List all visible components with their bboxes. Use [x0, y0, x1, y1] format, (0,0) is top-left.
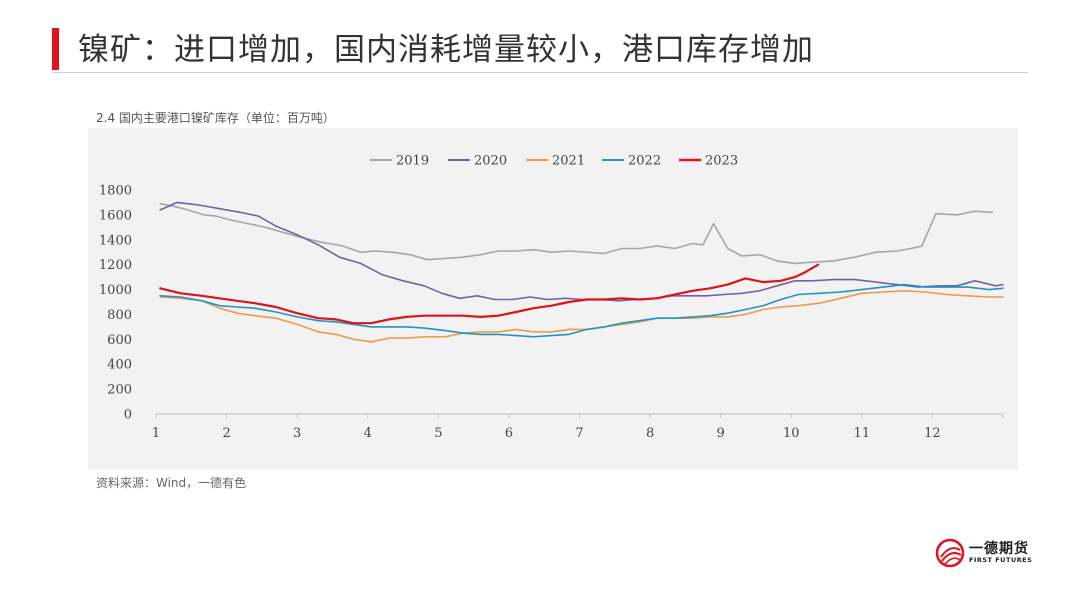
x-tick-label: 12 — [924, 426, 941, 441]
title-accent-bar — [52, 28, 59, 70]
x-tick-label: 4 — [364, 426, 372, 441]
y-tick-label: 600 — [107, 333, 132, 348]
slide-title: 镍矿：进口增加，国内消耗增量较小，港口库存增加 — [78, 32, 814, 68]
title-divider — [52, 72, 1028, 73]
y-tick-label: 1600 — [99, 208, 132, 223]
series-line-2021 — [159, 290, 1004, 343]
source-note: 资料来源：Wind，一德有色 — [96, 476, 247, 490]
y-tick-label: 800 — [107, 308, 132, 323]
x-tick-label: 5 — [434, 426, 442, 441]
series-line-2023 — [159, 263, 820, 325]
legend-label-2019: 2019 — [396, 154, 429, 169]
x-tick-label: 3 — [293, 426, 301, 441]
legend-label-2022: 2022 — [628, 154, 661, 169]
y-tick-label: 1400 — [99, 233, 132, 248]
x-tick-label: 7 — [575, 426, 583, 441]
logo-mark-icon — [935, 538, 965, 568]
series-line-2019 — [159, 202, 994, 265]
x-tick-label: 11 — [854, 426, 871, 441]
legend-label-2023: 2023 — [705, 154, 738, 169]
logo-name-cn: 一德期货 — [969, 541, 1029, 557]
x-tick-label: 10 — [783, 426, 800, 441]
x-tick-label: 9 — [717, 426, 725, 441]
x-tick-label: 6 — [505, 426, 513, 441]
chart-caption: 2.4 国内主要港口镍矿库存（单位：百万吨） — [96, 111, 335, 125]
company-logo: 一德期货 FIRST FUTURES — [935, 536, 1035, 570]
logo-name-en: FIRST FUTURES — [969, 556, 1033, 564]
x-tick-label: 8 — [646, 426, 654, 441]
y-tick-label: 400 — [107, 358, 132, 373]
legend-label-2020: 2020 — [474, 154, 507, 169]
chart-panel: 0 200 400 600 800 1000 1200 1400 1600 1800 1 2 3 4 5 6 7… — [88, 128, 1018, 470]
x-tick-label: 2 — [222, 426, 230, 441]
x-tick-label: 1 — [152, 426, 160, 441]
y-tick-label: 1200 — [99, 258, 132, 273]
legend-label-2021: 2021 — [552, 154, 585, 169]
y-tick-label: 1800 — [99, 184, 132, 199]
series-line-2022 — [159, 283, 1004, 338]
y-tick-label: 0 — [124, 408, 132, 423]
y-tick-label: 200 — [107, 383, 132, 398]
y-tick-label: 1000 — [99, 283, 132, 298]
